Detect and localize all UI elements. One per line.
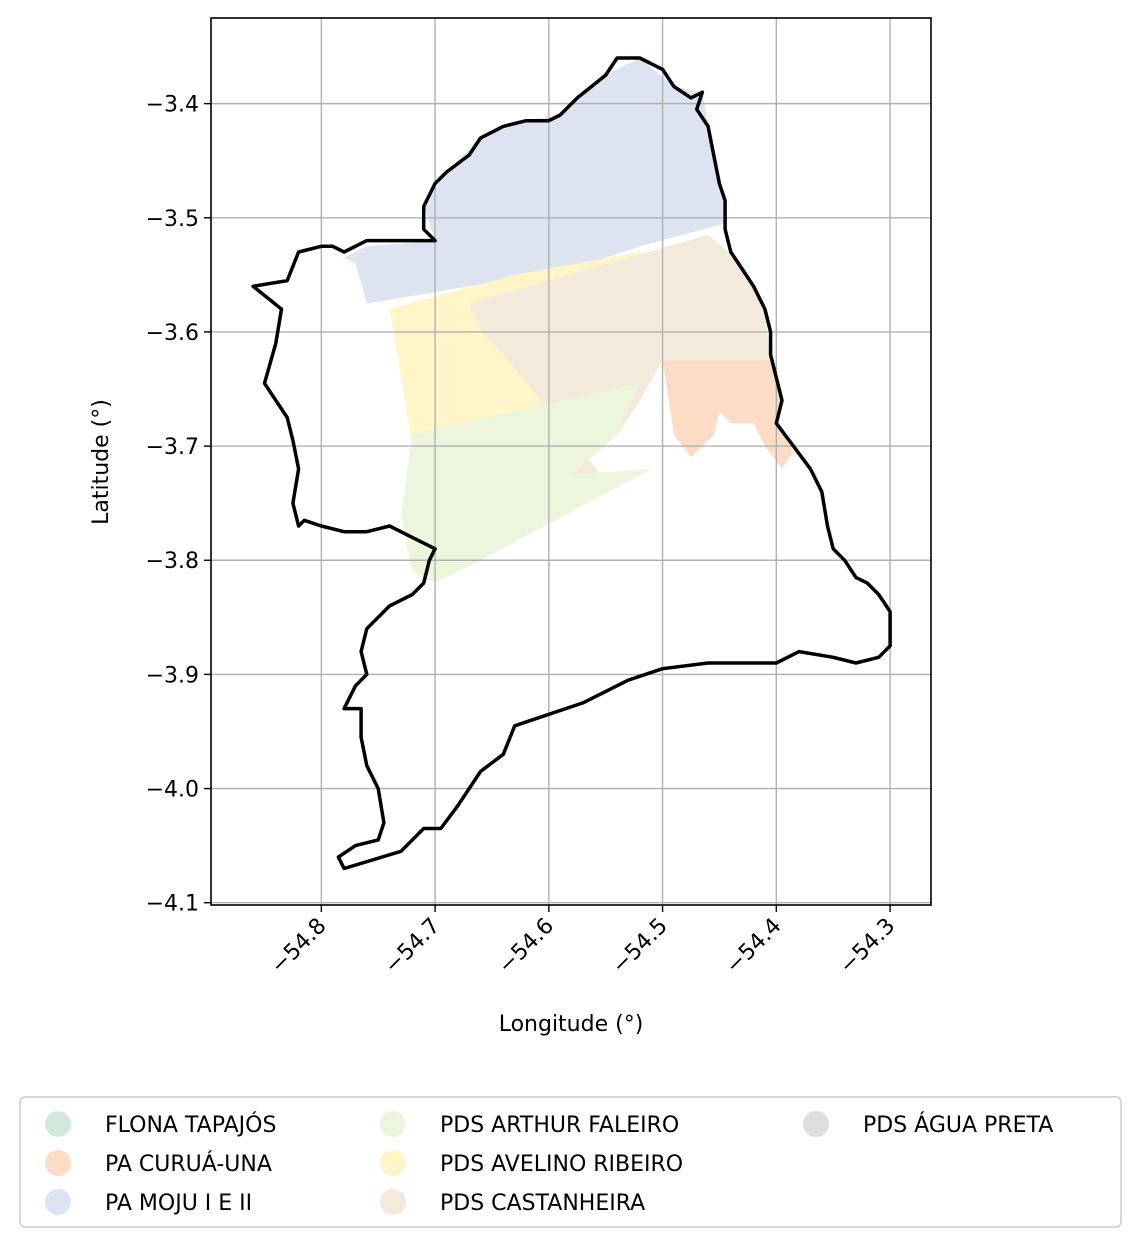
legend-item: PDS CASTANHEIRA [380,1189,645,1216]
legend-item: PA MOJU I E II [45,1189,252,1216]
area-pds-castanheira[interactable] [469,234,771,481]
y-axis: −3.4 −3.5 −3.6 −3.7 −3.8 −3.9 −4.0 −4.1 [146,93,211,917]
boundary-layer [251,56,892,871]
municipality-boundary [251,56,892,871]
legend-label: FLONA TAPAJÓS [105,1112,276,1138]
legend-marker [380,1189,406,1215]
x-tick-label: −54.3 [835,914,900,979]
areas-layer [344,58,794,584]
legend-marker [380,1111,406,1137]
legend-marker [45,1111,71,1137]
legend-item: PDS AVELINO RIBEIRO [380,1150,683,1177]
legend-label: PA MOJU I E II [105,1191,252,1216]
x-tick-label: −54.6 [494,914,559,979]
legend-marker [45,1150,71,1176]
y-axis-label: Latitude (°) [89,399,114,525]
x-tick-label: −54.4 [721,914,786,979]
y-tick-label: −3.8 [146,549,199,574]
legend-item: PA CURUÁ-UNA [45,1150,272,1177]
legend-item: FLONA TAPAJÓS [45,1111,276,1138]
y-tick-label: −3.6 [146,321,199,346]
legend-label: PDS AVELINO RIBEIRO [440,1152,683,1177]
legend-item: PDS ARTHUR FALEIRO [380,1111,679,1138]
plot-area[interactable] [210,17,932,906]
y-tick-label: −3.9 [146,663,199,688]
legend-label: PDS ÁGUA PRETA [863,1112,1053,1138]
axes-frame [210,17,932,906]
x-axis-label: Longitude (°) [499,1012,644,1037]
area-pds-arthur-faleiro[interactable] [401,383,652,584]
legend-label: PDS ARTHUR FALEIRO [440,1113,679,1138]
legend-frame [19,1096,1122,1228]
y-tick-label: −3.4 [146,93,199,118]
y-tick-label: −4.0 [146,778,199,803]
legend-marker [45,1189,71,1215]
legend: FLONA TAPAJÓS PA CURUÁ-UNA PA MOJU I E II P… [19,1096,1122,1228]
y-tick-label: −4.1 [146,892,199,917]
x-axis: −54.8 −54.7 −54.6 −54.5 −54.4 −54.3 [266,905,900,979]
area-pa-curu-una[interactable] [662,360,794,469]
y-tick-label: −3.7 [146,435,199,460]
x-tick-label: −54.7 [380,914,445,979]
legend-marker [380,1150,406,1176]
legend-marker [803,1111,829,1137]
area-pa-moju-i-e-ii[interactable] [344,58,726,304]
y-tick-label: −3.5 [146,207,199,232]
x-tick-label: −54.8 [266,914,331,979]
legend-item: PDS ÁGUA PRETA [803,1111,1053,1138]
legend-label: PA CURUÁ-UNA [105,1151,272,1177]
x-tick-label: −54.5 [607,914,672,979]
legend-label: PDS CASTANHEIRA [440,1191,645,1216]
